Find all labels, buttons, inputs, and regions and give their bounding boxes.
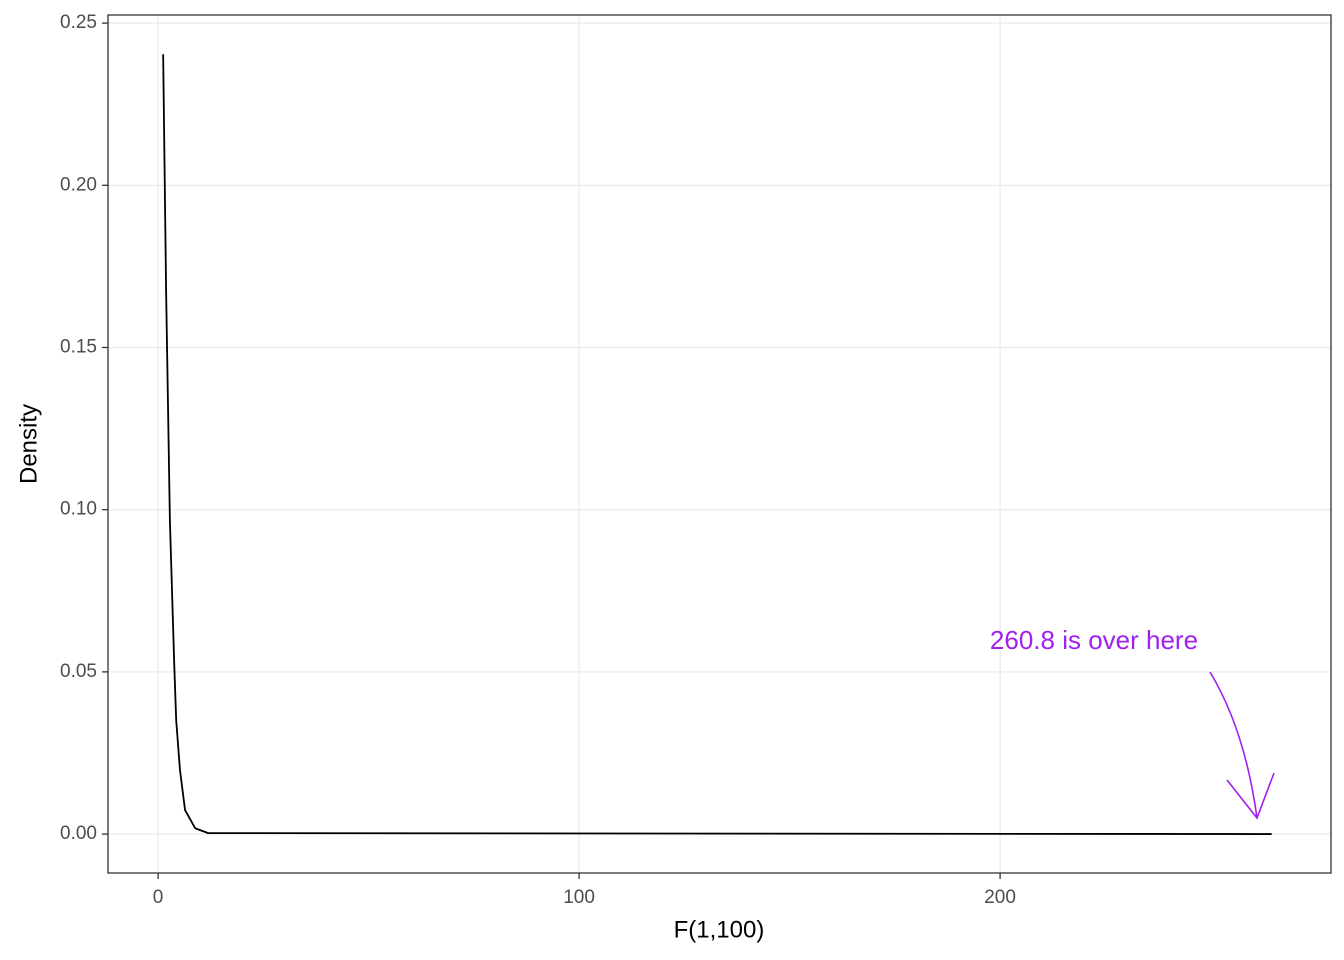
y-tick-label: 0.10 [60, 499, 97, 520]
y-axis-title: Density [15, 404, 42, 484]
annotation: 260.8 is over here [990, 625, 1198, 655]
plot [162, 54, 1272, 835]
y-tick-label: 0.00 [60, 823, 97, 844]
x-tick-label: 0 [153, 887, 164, 908]
arrow-shaft [1209, 671, 1258, 819]
y-tick-label: 0.20 [60, 174, 97, 195]
grid [108, 15, 1331, 873]
y-tick-label: 0.05 [60, 661, 97, 682]
density-line [162, 54, 1272, 835]
x-tick-label: 100 [563, 887, 595, 908]
y-tick-label: 0.25 [60, 12, 97, 33]
y-tick-label: 0.15 [60, 337, 97, 358]
panel-border [107, 14, 1332, 874]
x-tick-label: 200 [984, 887, 1016, 908]
x-axis-title: F(1,100) [674, 916, 765, 943]
arrow-head [1226, 772, 1275, 820]
annotation-arrow [1209, 671, 1275, 820]
